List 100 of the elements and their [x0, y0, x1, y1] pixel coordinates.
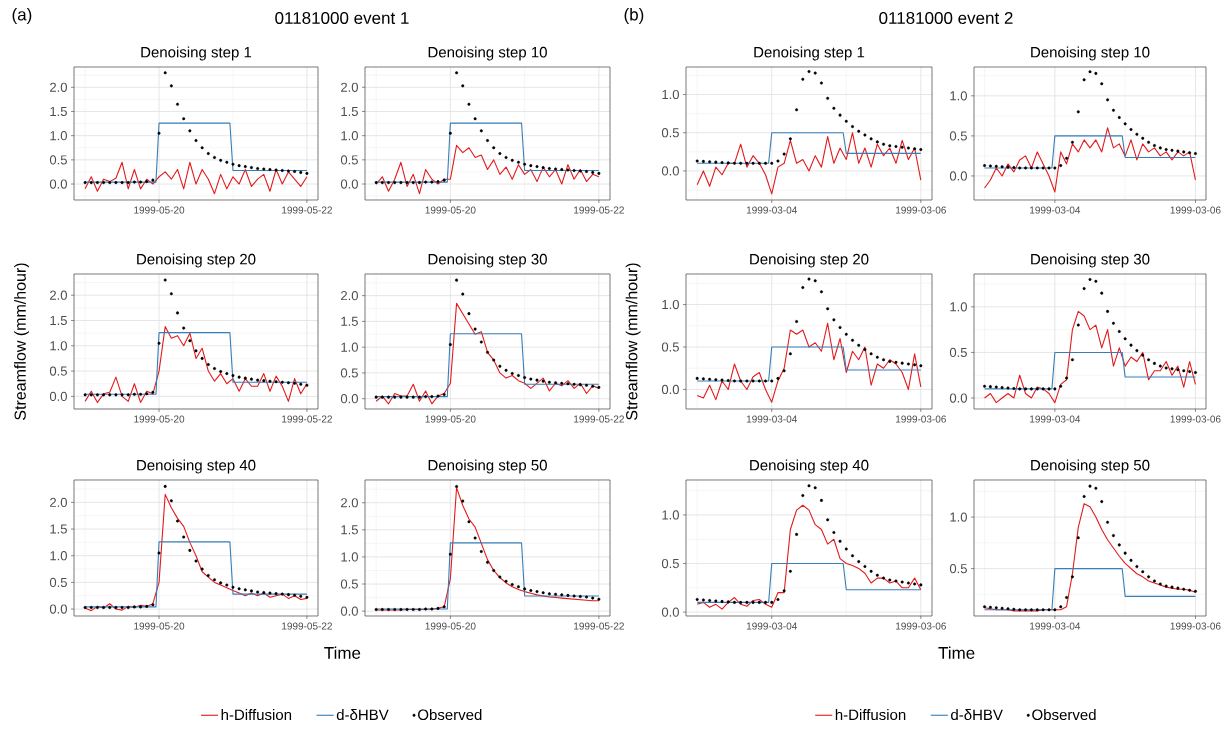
- point: [151, 603, 155, 607]
- point: [89, 605, 93, 609]
- x-tick-label: 1999-05-20: [425, 622, 476, 630]
- point: [813, 71, 817, 75]
- point: [801, 286, 805, 290]
- point: [572, 382, 576, 386]
- point: [417, 607, 421, 611]
- point: [212, 578, 216, 582]
- point: [1082, 78, 1086, 82]
- point: [225, 583, 229, 587]
- point: [1053, 166, 1057, 170]
- point: [262, 167, 266, 171]
- point: [1029, 387, 1033, 391]
- y-tick-label: 1.0: [341, 342, 358, 352]
- point: [387, 395, 391, 399]
- point: [157, 551, 161, 555]
- x-tick-label: 1999-03-04: [1030, 415, 1081, 423]
- point: [1076, 536, 1080, 540]
- y-tick-label: 2.0: [341, 291, 358, 301]
- legend-label: d-δHBV: [951, 709, 1003, 721]
- point: [714, 378, 718, 382]
- point: [286, 169, 290, 173]
- point: [516, 160, 520, 164]
- point: [424, 607, 428, 611]
- line-series: [984, 127, 1196, 193]
- point: [1188, 370, 1192, 374]
- point: [1035, 166, 1039, 170]
- point: [739, 379, 743, 383]
- point: [1006, 165, 1010, 169]
- point: [1018, 387, 1022, 391]
- text: 01181000 event 2: [879, 11, 1013, 25]
- point: [176, 519, 180, 523]
- point: [83, 393, 87, 397]
- point: [305, 383, 309, 387]
- point: [547, 380, 551, 384]
- point: [1188, 151, 1192, 155]
- point: [770, 161, 774, 165]
- point: [393, 607, 397, 611]
- point: [194, 349, 198, 353]
- point: [566, 593, 570, 597]
- point: [983, 164, 987, 168]
- point: [479, 340, 483, 344]
- x-tick-label: 1999-05-22: [282, 415, 332, 423]
- point: [578, 169, 582, 173]
- point: [374, 607, 378, 611]
- point: [120, 393, 124, 397]
- point: [1147, 575, 1151, 579]
- point: [411, 395, 415, 399]
- point: [430, 607, 434, 611]
- point: [1164, 148, 1168, 152]
- point: [256, 590, 260, 594]
- point: [473, 536, 477, 540]
- point: [120, 605, 124, 609]
- point: [1088, 277, 1092, 281]
- point: [467, 312, 471, 316]
- point: [286, 593, 290, 597]
- point: [882, 142, 886, 146]
- point: [1129, 343, 1133, 347]
- point: [212, 155, 216, 159]
- y-tick-label: 0.5: [49, 155, 67, 165]
- point: [262, 591, 266, 595]
- x-tick-label: 1999-05-20: [134, 415, 185, 423]
- point: [1041, 608, 1045, 612]
- x-axis-title: Time: [324, 646, 361, 659]
- point: [200, 146, 204, 150]
- point: [417, 395, 421, 399]
- point: [1135, 565, 1139, 569]
- x-tick-label: 1999-05-22: [574, 206, 624, 214]
- x-axis-title: Time: [938, 646, 975, 659]
- point: [572, 168, 576, 172]
- point: [479, 550, 483, 554]
- text: 01181000 event 1: [275, 11, 409, 25]
- point: [770, 600, 774, 604]
- point: [486, 560, 490, 564]
- point: [1100, 291, 1104, 295]
- x-tick-label: 1999-03-04: [1030, 622, 1081, 630]
- point: [720, 378, 724, 382]
- point: [1070, 140, 1074, 144]
- y-tick-label: 0.0: [49, 391, 67, 401]
- point: [157, 341, 161, 345]
- point: [249, 377, 253, 381]
- point: [597, 171, 601, 175]
- point: [256, 378, 260, 382]
- point: [293, 593, 297, 597]
- point: [455, 484, 459, 488]
- point: [393, 181, 397, 185]
- point: [1006, 607, 1010, 611]
- point: [1094, 279, 1098, 283]
- point: [888, 144, 892, 148]
- y-tick-label: 0.5: [949, 563, 967, 574]
- point: [988, 385, 992, 389]
- line-series: [84, 161, 308, 195]
- point: [851, 125, 854, 129]
- point: [194, 559, 198, 563]
- point: [832, 318, 836, 322]
- point: [114, 605, 118, 609]
- point: [764, 379, 768, 383]
- point: [102, 605, 106, 609]
- point: [249, 166, 253, 170]
- x-tick-label: 1999-05-20: [425, 206, 476, 214]
